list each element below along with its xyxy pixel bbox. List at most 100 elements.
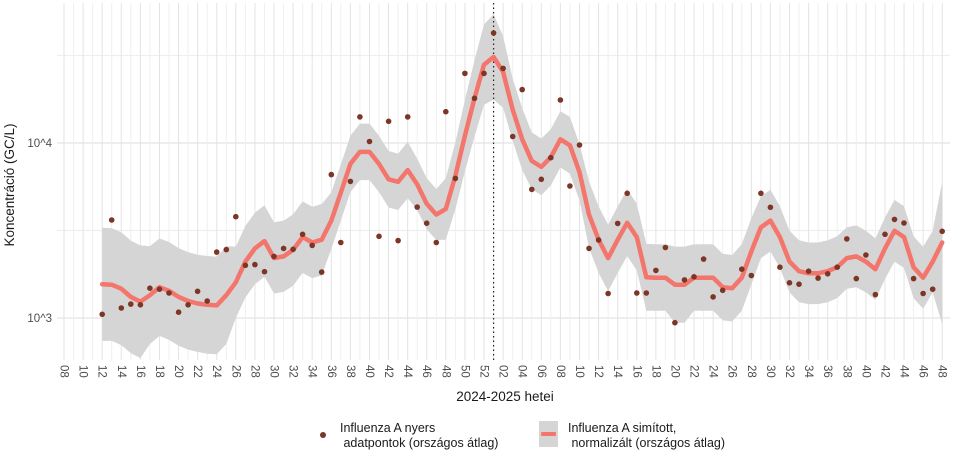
raw-data-point: [614, 220, 621, 227]
raw-data-point: [137, 302, 144, 308]
raw-data-point: [691, 274, 697, 280]
x-tick-label: 26: [229, 365, 241, 378]
x-tick-label: 42: [878, 365, 890, 378]
x-tick-label: 16: [630, 365, 642, 378]
raw-data-point: [509, 133, 516, 140]
raw-data-point: [175, 309, 182, 316]
raw-data-point: [939, 228, 945, 235]
x-tick-label: 02: [497, 365, 509, 378]
x-tick-label: 08: [554, 365, 566, 378]
x-tick-label: 40: [363, 365, 375, 378]
x-tick-label: 38: [344, 365, 356, 378]
x-tick-label: 26: [726, 365, 738, 378]
raw-data-point: [233, 213, 239, 220]
raw-data-point: [271, 253, 277, 260]
x-tick-label: 06: [535, 365, 547, 378]
x-tick-label: 48: [439, 365, 451, 378]
raw-data-point: [824, 271, 831, 277]
raw-data-point: [891, 216, 898, 223]
raw-data-point: [128, 301, 134, 307]
x-tick-label: 30: [268, 365, 280, 378]
raw-data-point: [261, 268, 268, 275]
raw-data-point: [108, 217, 115, 223]
raw-data-point: [166, 290, 172, 296]
x-tick-label: 46: [917, 365, 929, 378]
raw-data-point: [99, 311, 105, 318]
x-tick-label: 28: [248, 365, 260, 378]
raw-data-point: [223, 246, 230, 253]
raw-data-point: [433, 239, 440, 246]
raw-data-point: [719, 287, 726, 294]
x-tick-label: 14: [611, 365, 623, 378]
raw-data-point: [786, 280, 793, 286]
raw-data-point: [710, 294, 716, 300]
raw-data-point: [758, 190, 764, 197]
raw-data-point: [853, 275, 860, 282]
x-axis-labels: 08 10 12 14 16 18 20 22 24 26 28 30 32 34 36 38 40 42 44 46…: [58, 365, 948, 378]
x-tick-label: 10: [573, 365, 585, 378]
raw-data-point: [452, 175, 459, 182]
raw-data-point: [557, 97, 564, 103]
raw-data-points: [99, 30, 945, 326]
raw-data-point: [634, 290, 640, 296]
x-tick-label: 48: [936, 365, 948, 378]
raw-data-point: [462, 70, 468, 77]
raw-data-point: [519, 86, 525, 93]
raw-data-point: [194, 288, 201, 295]
raw-data-point: [643, 290, 650, 296]
raw-data-point: [204, 298, 210, 304]
legend-raw-points-line1: Influenza A nyers: [340, 421, 436, 435]
y-tick-label-10e3: 10^3: [27, 313, 52, 325]
confidence-band-area: [102, 14, 943, 359]
raw-data-point: [309, 242, 316, 249]
raw-data-point: [357, 114, 363, 120]
raw-points-legend-key-icon: [320, 432, 326, 438]
x-tick-label: 12: [96, 365, 108, 378]
x-tick-label: 18: [153, 365, 165, 378]
raw-data-point: [147, 285, 153, 292]
raw-data-point: [548, 154, 554, 161]
x-tick-label: 20: [668, 365, 680, 378]
x-tick-label: 44: [898, 365, 910, 378]
raw-data-point: [318, 269, 325, 275]
x-tick-label: 12: [592, 365, 604, 378]
x-tick-label: 22: [191, 365, 203, 378]
raw-data-point: [423, 220, 430, 226]
raw-data-point: [529, 186, 535, 193]
raw-data-point: [347, 178, 354, 185]
raw-data-point: [815, 275, 821, 281]
x-tick-label: 36: [821, 365, 833, 378]
x-tick-label: 28: [745, 365, 757, 378]
raw-data-point: [290, 246, 296, 253]
raw-data-point: [929, 286, 936, 293]
raw-data-point: [490, 30, 497, 36]
x-tick-label: 34: [802, 365, 814, 378]
raw-data-point: [872, 291, 879, 298]
raw-data-point: [662, 244, 669, 251]
x-tick-label: 20: [172, 365, 184, 378]
x-tick-label: 46: [420, 365, 432, 378]
raw-data-point: [834, 264, 840, 271]
smoothed-legend-key-icon: [539, 421, 558, 447]
x-tick-label: 30: [764, 365, 776, 378]
raw-data-point: [366, 138, 373, 145]
raw-data-point: [443, 108, 449, 115]
x-tick-label: 42: [382, 365, 394, 378]
raw-data-point: [681, 277, 688, 283]
raw-data-point: [844, 236, 850, 242]
raw-data-point: [605, 290, 611, 297]
raw-data-point: [395, 237, 401, 244]
raw-data-point: [739, 266, 745, 273]
legend-smoothed-line2: normalizált (országos átlag): [568, 436, 726, 450]
smoothed-line-path: [99, 54, 945, 308]
raw-data-point: [500, 65, 506, 72]
raw-data-point: [777, 264, 783, 271]
raw-data-point: [672, 319, 678, 326]
plot-svg: 08 10 12 14 16 18 20 22 24 26 28 30 32 34 36 38 40 42 44 46…: [2, 3, 950, 404]
raw-data-point: [385, 118, 392, 125]
raw-data-point: [242, 262, 249, 269]
smoothed-line: [99, 54, 945, 308]
raw-data-point: [538, 176, 545, 183]
raw-data-point: [252, 261, 258, 268]
